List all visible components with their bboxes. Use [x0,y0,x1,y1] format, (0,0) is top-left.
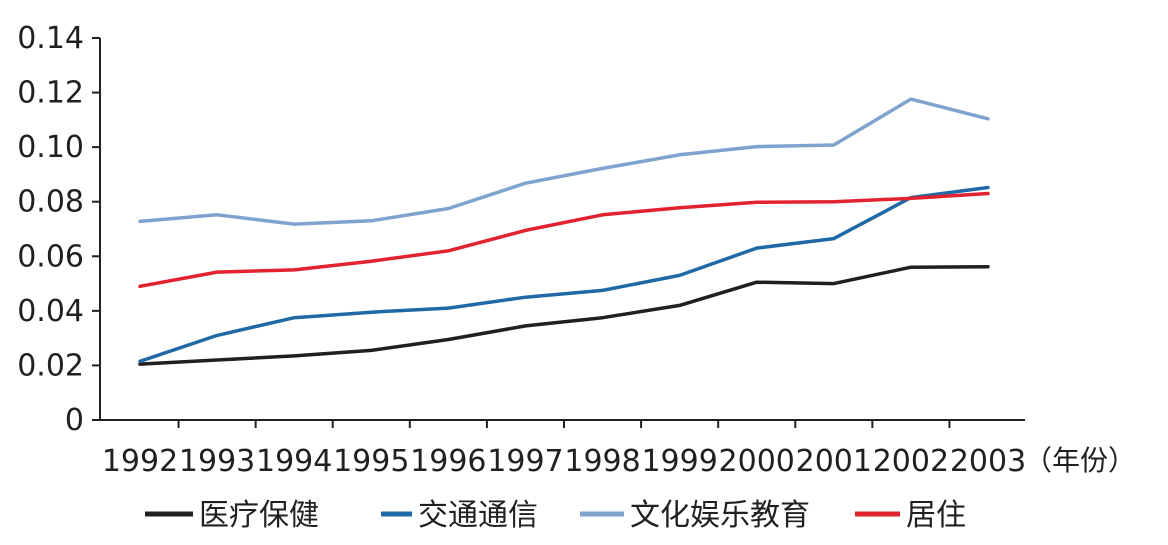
x-tick-label: 2003 [950,444,1026,479]
legend-label-2: 交通通信 [418,498,538,533]
legend: 医疗保健 交通通信 文化娱乐教育 居住 [145,498,966,533]
x-tick-label: 1994 [256,444,332,479]
series-line-1 [138,264,990,366]
x-tick-label: 1995 [333,444,409,479]
x-tick-label: 1998 [564,444,640,479]
x-tick-label: 2002 [873,444,949,479]
y-tick-label: 0.02 [17,348,84,383]
series-lines [138,97,990,366]
x-tick-label: 1999 [641,444,717,479]
axes [99,38,1025,421]
series-line-4 [138,191,990,289]
series-line-2 [138,185,990,364]
y-tick-label: 0.08 [17,185,84,220]
x-axis-unit-label: （年份） [1024,444,1136,477]
x-tick-label: 2001 [796,444,872,479]
y-tick-label: 0.06 [17,239,84,274]
y-tick-label: 0.14 [17,21,84,56]
legend-label-3: 文化娱乐教育 [630,498,810,533]
y-tick-label: 0.10 [17,130,84,165]
x-tick-label: 1996 [410,444,486,479]
series-line-3 [138,97,990,226]
x-tick-label: 2000 [719,444,795,479]
x-tick-label: 1997 [487,444,563,479]
y-tick-label: 0 [65,403,84,438]
x-tick-label: 1992 [102,444,178,479]
y-tick-label: 0.12 [17,76,84,111]
y-axis-ticks: 0 0.02 0.04 0.06 0.08 0.10 0.12 0.14 [17,21,100,438]
y-tick-label: 0.04 [17,294,84,329]
legend-label-1: 医疗保健 [199,498,319,533]
x-axis-ticks: 1992 1993 1994 1995 1996 1997 1998 1999 2000 2001… [102,420,1026,479]
legend-label-4: 居住 [906,498,966,533]
x-tick-label: 1993 [179,444,255,479]
